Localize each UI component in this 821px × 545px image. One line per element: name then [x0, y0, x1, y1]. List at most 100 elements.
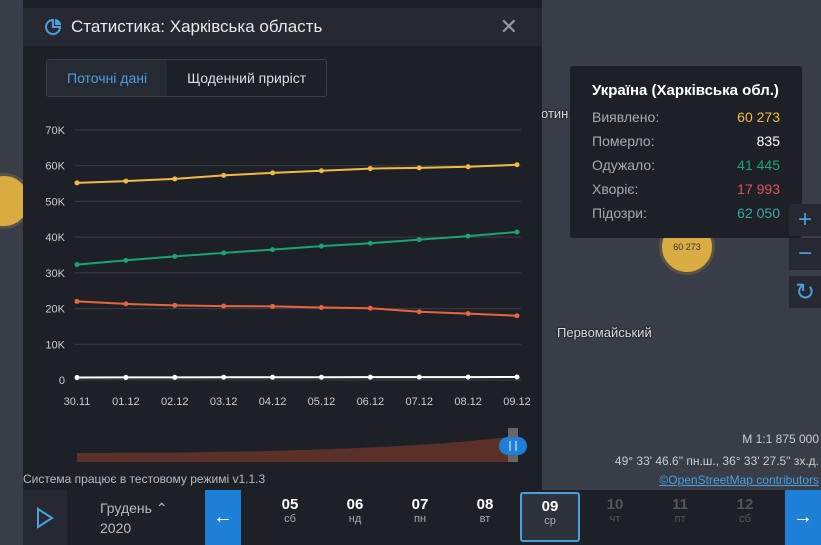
weekday: нд — [348, 513, 362, 525]
day-item: 11 пт — [650, 496, 710, 525]
map-coordinates: 49° 33' 46.6" пн.ш., 36° 33' 27.5" зх.д. — [614, 454, 819, 468]
weekday: чт — [609, 513, 621, 525]
data-point[interactable] — [74, 262, 80, 268]
data-point[interactable] — [514, 374, 520, 380]
data-point[interactable] — [514, 229, 520, 235]
data-point[interactable] — [74, 298, 80, 304]
marker-count: 60 273 — [673, 242, 701, 252]
data-point[interactable] — [270, 170, 276, 176]
y-tick-label: 0 — [59, 375, 65, 387]
data-point[interactable] — [123, 178, 129, 184]
data-point[interactable] — [318, 374, 324, 380]
data-point[interactable] — [367, 374, 373, 380]
pie-chart-icon — [45, 18, 62, 35]
statistics-panel: Статистика: Харківська область ✕ Поточні… — [23, 0, 542, 490]
y-tick-label: 40K — [45, 232, 65, 244]
weekday: сб — [284, 513, 296, 525]
arrow-left-icon: ← — [213, 506, 233, 528]
tab-group: Поточні дані Щоденний приріст — [46, 59, 328, 97]
y-tick-label: 70K — [45, 125, 65, 137]
x-tick-label: 30.11 — [64, 396, 91, 408]
tab-daily-growth[interactable]: Щоденний приріст — [187, 70, 307, 86]
day-item[interactable]: 06 нд — [325, 496, 385, 525]
map-scale: М 1:1 875 000 — [742, 432, 819, 446]
x-tick-label: 07.12 — [405, 396, 433, 408]
next-day-button[interactable]: → — [785, 490, 821, 545]
data-point[interactable] — [221, 374, 227, 380]
day-number: 11 — [672, 496, 688, 513]
day-item: 12 сб — [715, 496, 775, 525]
data-point[interactable] — [318, 243, 324, 249]
data-point[interactable] — [270, 374, 276, 380]
tooltip-row: Одужало: 41 445 — [592, 153, 780, 177]
day-item[interactable]: 05 сб — [260, 496, 320, 525]
day-item[interactable]: 07 пн — [390, 496, 450, 525]
data-point[interactable] — [221, 172, 227, 178]
zoom-out-button[interactable]: − — [789, 238, 821, 270]
data-point[interactable] — [465, 164, 471, 170]
data-point[interactable] — [74, 180, 80, 186]
day-item[interactable]: 09 ср — [520, 492, 580, 542]
x-tick-label: 06.12 — [357, 396, 385, 408]
day-item: 10 чт — [585, 496, 645, 525]
tab-current-data[interactable]: Поточні дані — [47, 60, 168, 96]
data-point[interactable] — [416, 165, 422, 171]
data-point[interactable] — [367, 240, 373, 246]
data-point[interactable] — [172, 176, 178, 182]
panel-title: Статистика: Харківська область — [71, 17, 323, 36]
data-point[interactable] — [74, 375, 80, 380]
data-point[interactable] — [123, 374, 129, 380]
data-point[interactable] — [123, 301, 129, 307]
day-number: 05 — [281, 496, 299, 513]
play-button[interactable] — [23, 490, 67, 545]
osm-attribution-link[interactable]: ©OpenStreetMap contributors — [659, 473, 819, 487]
data-point[interactable] — [172, 253, 178, 259]
data-point[interactable] — [172, 302, 178, 308]
map-place-label: отин — [541, 106, 569, 121]
data-point[interactable] — [514, 313, 520, 319]
tooltip-title: Україна (Харківська обл.) — [592, 82, 779, 99]
series-line — [76, 163, 518, 184]
range-slider-handle[interactable] — [499, 437, 527, 455]
play-icon — [37, 506, 54, 529]
region-tooltip: Україна (Харківська обл.) Виявлено: 60 27… — [570, 66, 802, 238]
data-point[interactable] — [367, 166, 373, 172]
day-number: 07 — [411, 496, 429, 513]
day-item[interactable]: 08 вт — [455, 496, 515, 525]
series-line — [76, 230, 518, 266]
x-tick-label: 09.12 — [503, 396, 531, 408]
data-point[interactable] — [416, 374, 422, 380]
data-point[interactable] — [465, 311, 471, 317]
chevron-up-icon: ⌃ — [155, 500, 168, 516]
x-tick-label: 08.12 — [454, 396, 482, 408]
y-tick-label: 30K — [45, 268, 65, 280]
data-point[interactable] — [270, 303, 276, 309]
data-point[interactable] — [221, 250, 227, 256]
reset-view-button[interactable]: ↻ — [789, 276, 821, 308]
data-point[interactable] — [514, 162, 520, 168]
close-icon[interactable]: ✕ — [499, 14, 518, 39]
prev-day-button[interactable]: ← — [205, 490, 241, 545]
weekday: пн — [413, 513, 427, 525]
data-point[interactable] — [465, 233, 471, 239]
month-selector[interactable]: Грудень ⌃ 2020 — [100, 498, 168, 538]
zoom-in-button[interactable]: + — [789, 204, 821, 236]
tooltip-value: 60 273 — [737, 109, 780, 125]
arrow-right-icon: → — [793, 506, 813, 528]
weekday: ср — [544, 515, 556, 527]
series-line — [76, 300, 518, 317]
data-point[interactable] — [416, 237, 422, 243]
data-point[interactable] — [465, 374, 471, 380]
y-tick-label: 60K — [45, 161, 65, 173]
data-point[interactable] — [172, 374, 178, 380]
data-point[interactable] — [318, 168, 324, 174]
tooltip-row: Померло: 835 — [592, 129, 780, 153]
data-point[interactable] — [367, 305, 373, 311]
data-point[interactable] — [270, 247, 276, 253]
map-place-label: Первомайський — [557, 325, 652, 340]
tooltip-value: 62 050 — [737, 205, 780, 221]
data-point[interactable] — [221, 303, 227, 309]
data-point[interactable] — [318, 305, 324, 310]
data-point[interactable] — [123, 257, 129, 263]
data-point[interactable] — [416, 309, 422, 315]
